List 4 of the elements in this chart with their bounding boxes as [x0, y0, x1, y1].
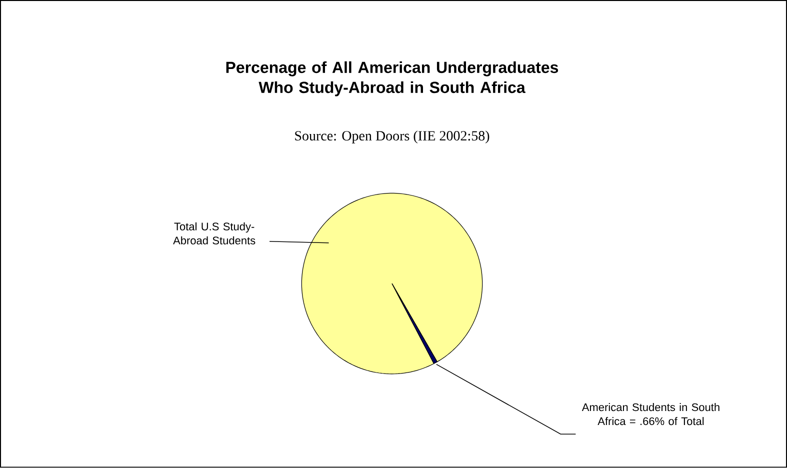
- chart-subtitle: Source: Open Doors (IIE 2002:58): [295, 130, 490, 144]
- chart-title: Percenage of All American Undergraduates Who Study-Abroad in South Africa: [226, 61, 558, 96]
- slice-label: Total U.S Study-Abroad Students: [173, 222, 256, 245]
- slice-label: American Students in South Africa = .66% of Total: [582, 403, 720, 426]
